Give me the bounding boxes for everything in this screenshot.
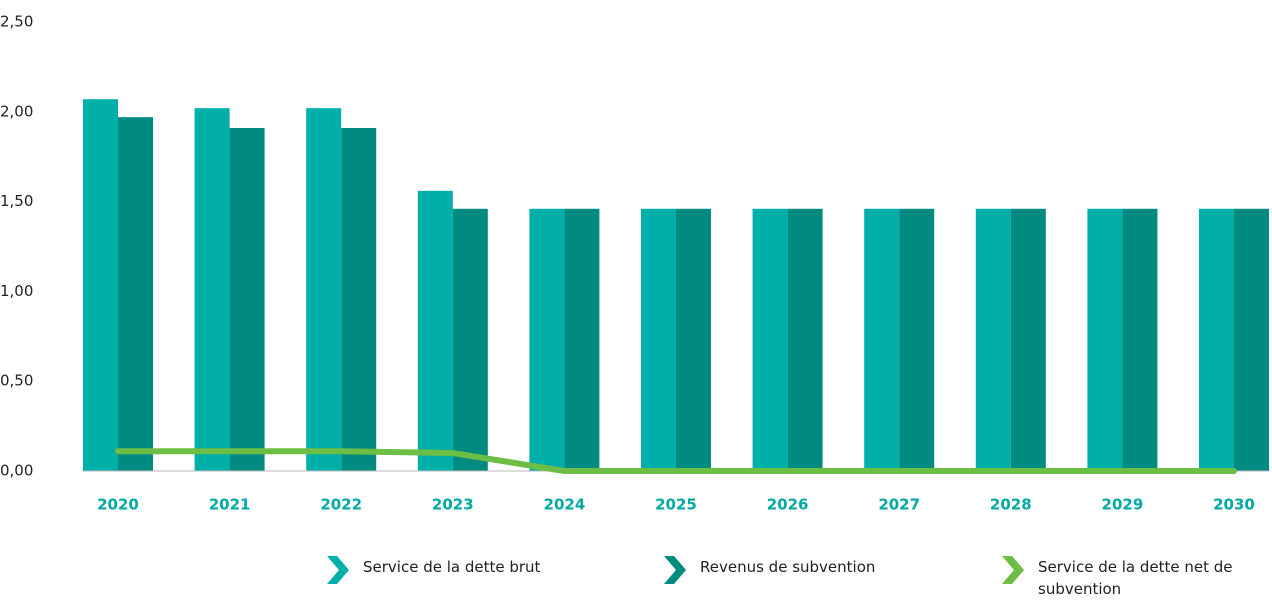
bar xyxy=(899,208,935,471)
legend-icon xyxy=(1002,556,1024,584)
bar xyxy=(1122,208,1158,471)
x-tick-label: 2021 xyxy=(209,496,251,514)
bar xyxy=(229,127,265,472)
legend-label: Service de la dette brut xyxy=(363,558,541,576)
legend-icon xyxy=(327,556,349,584)
x-tick-label: 2022 xyxy=(320,496,362,514)
bar xyxy=(1010,208,1046,471)
y-tick-label: 2,50 xyxy=(0,13,33,31)
bar xyxy=(194,108,230,471)
legend-chevron xyxy=(327,556,349,584)
bar xyxy=(341,127,377,472)
bar xyxy=(118,117,153,472)
x-tick-label: 2029 xyxy=(1102,496,1144,514)
bar xyxy=(306,108,342,471)
bar xyxy=(752,208,788,471)
x-tick-label: 2027 xyxy=(878,496,920,514)
bar xyxy=(641,208,676,471)
y-tick-label: 1,00 xyxy=(0,282,33,300)
bar xyxy=(1087,208,1123,471)
legend-icon xyxy=(664,556,686,584)
x-tick-label: 2026 xyxy=(767,496,809,514)
bar xyxy=(864,208,900,471)
x-tick-label: 2030 xyxy=(1213,496,1255,514)
x-tick-label: 2023 xyxy=(432,496,474,514)
bar xyxy=(417,190,453,471)
bar xyxy=(1199,208,1234,471)
bar xyxy=(787,208,823,471)
y-tick-label: 0,50 xyxy=(0,372,33,390)
chart: 0,00 0,50 1,00 1,50 2,00 2,50 2020 2021 2022 2023… xyxy=(0,13,1269,514)
legend-chevron xyxy=(1002,556,1024,584)
line xyxy=(115,448,1237,474)
bar xyxy=(1234,208,1269,471)
x-tick-label: 2020 xyxy=(97,496,139,514)
x-tick-label: 2028 xyxy=(990,496,1032,514)
y-tick-label: 1,50 xyxy=(0,192,33,210)
x-tick-label: 2025 xyxy=(655,496,697,514)
y-tick-label: 2,00 xyxy=(0,102,33,120)
bar xyxy=(529,208,565,471)
x-tick-label: 2024 xyxy=(544,496,586,514)
bar xyxy=(83,99,118,471)
legend-item: Revenus de subvention xyxy=(662,556,875,584)
bar xyxy=(452,208,488,471)
y-tick-label: 0,00 xyxy=(0,462,33,480)
bar xyxy=(564,208,600,471)
legend-item: Service de la dette brut xyxy=(325,556,540,584)
legend-label: Service de la dette net de subvention xyxy=(1038,558,1233,598)
bar xyxy=(975,208,1011,471)
bar xyxy=(676,208,711,471)
legend-chevron xyxy=(664,556,686,584)
legend-item: Service de la dette net de subvention xyxy=(1000,556,1253,600)
legend-label: Revenus de subvention xyxy=(700,558,876,576)
